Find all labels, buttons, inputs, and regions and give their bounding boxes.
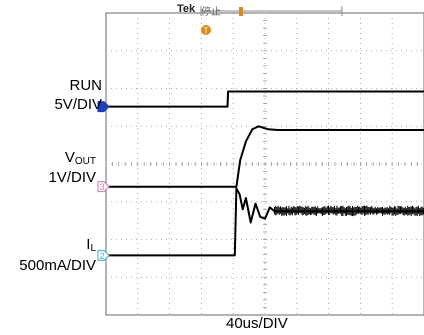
waveform-traces (106, 90, 424, 257)
trace-vout (106, 125, 424, 188)
vout-label-main: V (64, 149, 75, 166)
il-label: IL (86, 237, 96, 257)
run-label: RUN (69, 77, 103, 94)
brand-label: Tek (177, 3, 196, 15)
trace-run (106, 90, 424, 108)
trigger-position-marker (239, 7, 243, 16)
channel-marker-number: 2 (99, 251, 104, 261)
horizontal-position-bar: T (200, 6, 343, 36)
vout-label-sub: OUT (74, 156, 96, 167)
channel-marker-shape (97, 249, 110, 261)
channel-marker-shape (97, 101, 110, 113)
il-scale: 500mA/DIV (19, 257, 96, 274)
time-scale-label: 40us/DIV (226, 315, 288, 332)
vout-label: VOUT (65, 150, 96, 170)
channel-markers: 32 (97, 101, 110, 261)
trace-il-ripple (274, 205, 424, 217)
vout-scale: 1V/DIV (48, 169, 96, 186)
acquisition-status: 停止 (201, 7, 221, 18)
run-scale: 5V/DIV (54, 96, 102, 113)
trigger-marker (201, 25, 211, 35)
trigger-marker-text: T (204, 27, 209, 36)
trace-il (106, 187, 424, 257)
il-label-main: I (86, 236, 91, 253)
channel-marker-1 (97, 101, 110, 113)
channel-marker-3: 2 (97, 249, 110, 261)
channel-marker-number: 3 (99, 182, 104, 192)
channel-marker-2: 3 (97, 181, 110, 193)
graticule (105, 12, 424, 316)
channel-marker-shape (97, 181, 110, 193)
il-label-sub: L (90, 243, 96, 254)
